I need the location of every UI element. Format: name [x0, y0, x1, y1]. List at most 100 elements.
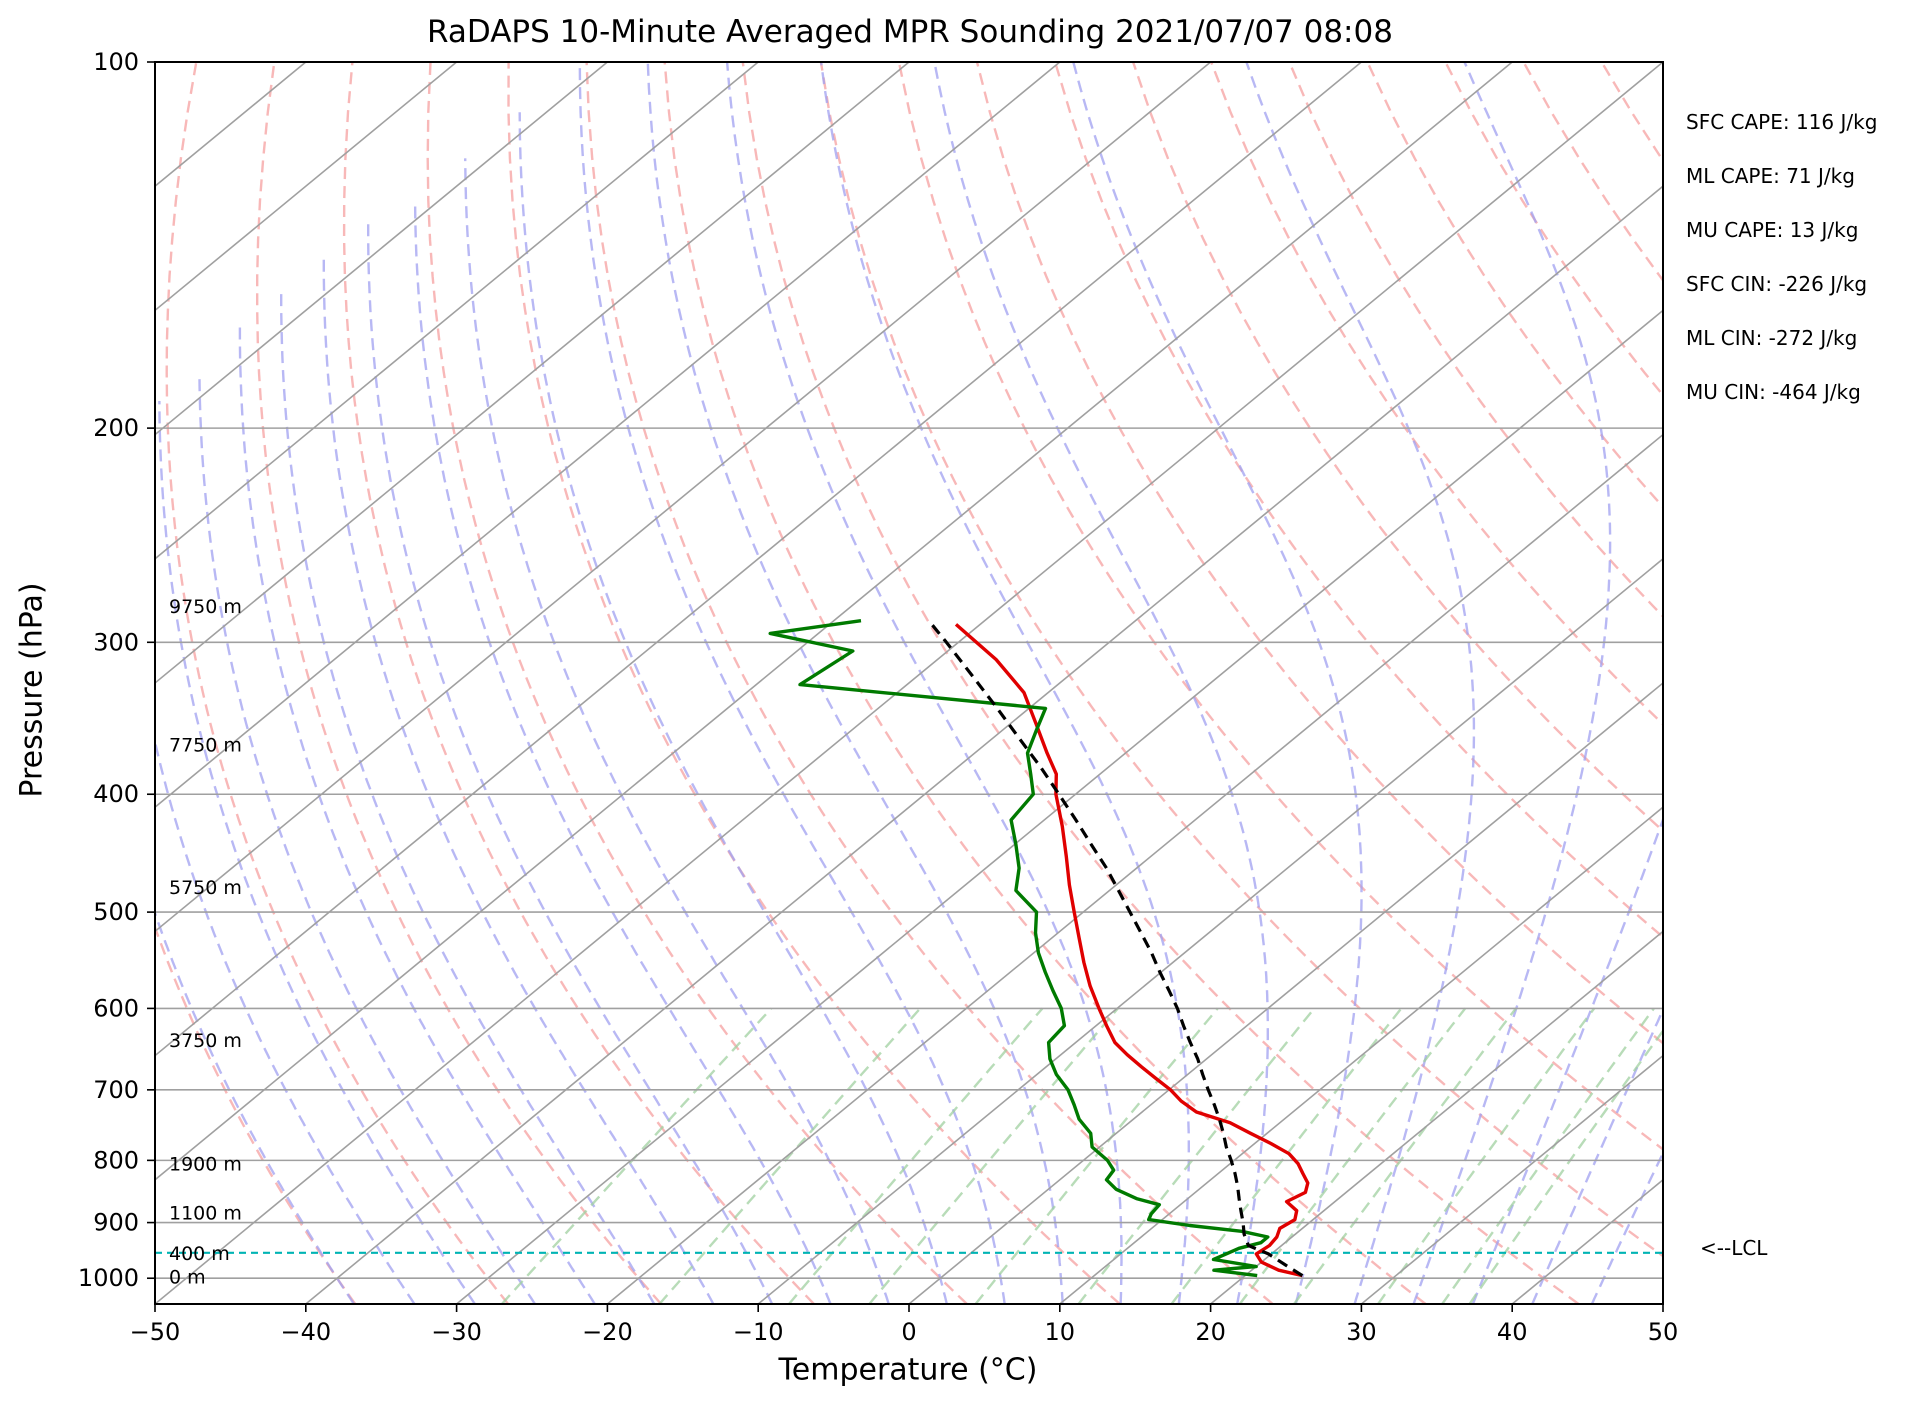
dry-adiabat: [1053, 62, 1663, 939]
temperature-profile: [954, 623, 1310, 1278]
background-lines: [155, 62, 1663, 1304]
moist-adiabat: [367, 220, 774, 1304]
dry-adiabat: [1210, 62, 1663, 726]
isotherm: [456, 309, 1663, 1304]
ml-cape-label: ML CAPE: 71 J/kg: [1686, 164, 1855, 188]
x-tick-label: −20: [582, 1318, 633, 1346]
dry-adiabat: [155, 923, 357, 1304]
mixing-ratio-line: [1441, 1007, 1655, 1304]
isotherm: [155, 62, 608, 436]
moist-adiabat: [198, 372, 536, 1304]
height-label: 5750 m: [169, 877, 242, 899]
axis-ticks: −50 −40 −30 −20 −10 0 10 20 30 40 50 1000 900 800 700 6…: [78, 48, 1678, 1346]
isotherm: [155, 62, 1212, 933]
mixing-ratio-line: [1468, 1028, 1663, 1304]
chart-title: RaDAPS 10-Minute Averaged MPR Sounding 2…: [427, 14, 1393, 50]
mixing-ratio-line: [788, 1007, 1044, 1304]
lcl-label: <--LCL: [1700, 1236, 1768, 1260]
isotherm: [155, 62, 910, 685]
y-tick-label: 200: [93, 414, 139, 442]
moist-adiabat: [1471, 816, 1663, 1304]
y-tick-label: 500: [93, 898, 139, 926]
y-tick-label: 100: [93, 48, 139, 76]
x-tick-label: 10: [1045, 1318, 1076, 1346]
moist-adiabat: [725, 62, 1123, 1304]
dry-adiabat: [507, 62, 1121, 1304]
sfc-cin-label: SFC CIN: -226 J/kg: [1686, 272, 1868, 296]
mixing-ratio-line: [1170, 1007, 1403, 1304]
mixing-ratio-line: [1377, 1007, 1596, 1304]
x-tick-label: −10: [733, 1318, 784, 1346]
height-labels: 9750 m 7750 m 5750 m 3750 m 1900 m 1100 m 400 …: [169, 596, 242, 1289]
y-axis-label: Pressure (hPa): [14, 582, 50, 798]
dry-adiabat: [819, 62, 1663, 1258]
isotherm: [155, 62, 1663, 1304]
parcel-stats: SFC CAPE: 116 J/kg ML CAPE: 71 J/kg MU C…: [1686, 108, 1877, 432]
y-tick-label: 600: [93, 994, 139, 1022]
moist-adiabat: [158, 400, 476, 1304]
height-label: 1100 m: [169, 1203, 242, 1225]
x-tick-label: 0: [901, 1318, 916, 1346]
height-label: 400 m: [169, 1243, 230, 1265]
parcel-profile: [927, 619, 1304, 1277]
dewpoint-profile: [768, 619, 1270, 1278]
dry-adiabat: [975, 62, 1663, 1045]
dry-adiabat: [426, 62, 968, 1304]
dry-adiabat: [1131, 62, 1663, 833]
isotherm: [757, 557, 1663, 1304]
moist-adiabat: [518, 112, 948, 1304]
isotherm: [1360, 1054, 1663, 1304]
isotherm: [155, 62, 1061, 809]
height-label: 3750 m: [169, 1030, 242, 1052]
height-label: 0 m: [169, 1267, 206, 1289]
sfc-cape-label: SFC CAPE: 116 J/kg: [1686, 110, 1878, 134]
y-tick-label: 400: [93, 780, 139, 808]
profile-lines: [155, 619, 1663, 1278]
ml-cin-label: ML CIN: -272 J/kg: [1686, 326, 1858, 350]
moist-adiabat: [280, 293, 656, 1304]
mixing-ratio-line: [868, 1007, 1119, 1304]
dry-adiabat: [663, 62, 1427, 1304]
dry-adiabat: [741, 62, 1580, 1304]
mu-cin-label: MU CIN: -464 J/kg: [1686, 380, 1861, 404]
moist-adiabat: [1072, 62, 1363, 1304]
mixing-ratio-line: [1238, 1007, 1467, 1304]
moist-adiabat: [819, 62, 1190, 1304]
isotherm: [606, 433, 1663, 1304]
isotherm: [305, 185, 1663, 1304]
isotherm: [1210, 930, 1663, 1304]
moist-adiabat: [933, 62, 1269, 1304]
moist-adiabat: [155, 909, 355, 1304]
moist-adiabat: [1412, 62, 1612, 1304]
x-tick-label: −50: [130, 1318, 181, 1346]
isotherm: [155, 62, 458, 312]
moist-adiabat: [464, 158, 890, 1304]
dry-adiabat: [342, 62, 815, 1304]
y-tick-label: 800: [93, 1146, 139, 1174]
y-tick-label: 900: [93, 1209, 139, 1237]
dry-adiabat: [165, 62, 510, 1304]
isotherm: [908, 681, 1663, 1304]
dry-adiabat: [256, 62, 662, 1304]
isotherm: [155, 62, 1513, 1181]
y-tick-label: 700: [93, 1076, 139, 1104]
moist-adiabat: [578, 62, 1006, 1304]
x-tick-label: 50: [1648, 1318, 1679, 1346]
height-label: 1900 m: [169, 1154, 242, 1176]
x-tick-label: −40: [280, 1318, 331, 1346]
x-axis-label: Temperature (°C): [778, 1352, 1038, 1388]
isotherm: [155, 62, 1362, 1057]
y-tick-label: 1000: [78, 1264, 139, 1292]
mixing-ratio-line: [501, 1007, 773, 1304]
dry-adiabat: [585, 62, 1274, 1304]
moist-adiabat: [1590, 1150, 1663, 1304]
dry-adiabat: [897, 62, 1663, 1151]
moist-adiabat: [646, 62, 1064, 1304]
mixing-ratio-line: [658, 1007, 922, 1304]
isotherm: [1059, 806, 1663, 1304]
dry-adiabat: [1288, 62, 1663, 619]
mixing-ratio-line: [1293, 1007, 1517, 1304]
x-tick-label: −30: [431, 1318, 482, 1346]
isotherm: [155, 62, 759, 560]
